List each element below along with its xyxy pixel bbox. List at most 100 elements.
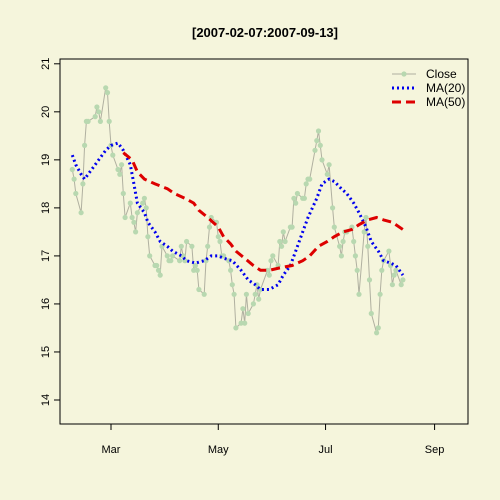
close-point — [368, 310, 374, 317]
close-point — [201, 291, 207, 297]
close-point — [164, 253, 170, 259]
close-point — [129, 214, 135, 221]
close-point — [177, 258, 183, 264]
close-point — [291, 195, 297, 201]
close-point — [366, 277, 373, 283]
close-point — [280, 229, 286, 235]
close-point — [337, 243, 343, 249]
close-point — [206, 224, 213, 230]
close-point — [294, 190, 300, 197]
close-point — [71, 176, 77, 182]
close-point — [338, 253, 344, 259]
close-point — [131, 219, 137, 225]
close-point — [361, 229, 367, 235]
legend-label: MA(50) — [426, 95, 465, 109]
y-tick-label: 16 — [40, 298, 52, 310]
close-point — [178, 243, 184, 249]
series-ma50-line — [122, 151, 404, 272]
close-point — [398, 282, 404, 288]
close-point — [314, 138, 320, 144]
close-point — [120, 190, 126, 197]
close-point — [106, 118, 112, 124]
close-point — [103, 85, 109, 91]
close-point — [326, 162, 332, 168]
close-point — [110, 152, 116, 158]
close-point — [155, 267, 162, 273]
close-point — [115, 166, 121, 173]
close-point — [194, 267, 200, 273]
close-point — [215, 234, 221, 240]
y-tick-label: 17 — [40, 250, 52, 262]
close-point — [268, 258, 274, 264]
close-point — [229, 282, 235, 288]
close-point — [331, 224, 337, 230]
x-tick-label: May — [208, 444, 229, 456]
close-point — [293, 200, 299, 206]
close-point — [317, 142, 323, 148]
y-tick-label: 20 — [40, 106, 52, 118]
close-point — [157, 272, 163, 278]
plot-frame — [59, 58, 469, 425]
close-point — [69, 166, 75, 173]
close-point — [365, 243, 371, 249]
y-tick-label: 18 — [40, 202, 52, 214]
close-point — [363, 214, 369, 221]
close-point — [168, 258, 174, 264]
close-point — [184, 238, 190, 245]
close-point — [94, 104, 100, 110]
close-point — [143, 205, 149, 211]
close-point — [400, 277, 406, 283]
axes: Mar May Jul Sep 14 15 16 17 18 19 20 21 — [40, 58, 444, 456]
close-point — [104, 90, 111, 96]
close-point — [245, 310, 251, 317]
close-point — [73, 190, 79, 197]
close-point — [377, 291, 383, 297]
series-close-line — [71, 85, 404, 335]
close-point — [256, 296, 262, 302]
y-tick-label: 19 — [40, 154, 52, 166]
legend-label: Close — [426, 67, 457, 81]
close-point — [119, 162, 125, 168]
close-point — [319, 157, 325, 163]
close-point — [170, 253, 176, 259]
close-point — [279, 243, 285, 249]
x-tick-label: Jul — [319, 444, 333, 456]
chart-title: [2007-02-07:2007-09-13] — [192, 25, 338, 40]
legend-point-close — [401, 71, 407, 77]
close-point — [252, 291, 258, 297]
close-point — [303, 181, 309, 187]
close-point — [238, 320, 244, 326]
close-point — [391, 272, 397, 278]
close-point — [141, 195, 147, 201]
close-point — [277, 238, 283, 245]
close-point — [82, 142, 88, 148]
close-point — [154, 262, 160, 269]
close-point — [315, 128, 322, 134]
close-point — [389, 282, 395, 288]
close-point — [205, 243, 211, 249]
close-point — [92, 114, 98, 120]
close-point — [85, 118, 91, 124]
close-point — [386, 248, 392, 254]
series-ma20-line — [70, 141, 405, 291]
close-point — [307, 176, 313, 182]
close-point — [221, 253, 227, 259]
close-point — [356, 291, 362, 297]
x-tick-label: Mar — [102, 444, 121, 456]
close-point — [270, 253, 276, 259]
close-point — [282, 238, 288, 245]
close-point — [80, 181, 86, 187]
close-point — [250, 301, 256, 307]
close-point — [301, 195, 307, 201]
close-point — [192, 262, 198, 269]
close-point — [228, 267, 234, 273]
close-point — [243, 291, 249, 297]
close-point — [217, 238, 223, 245]
series-layer — [69, 85, 406, 336]
close-point — [312, 147, 318, 153]
close-point — [134, 210, 140, 216]
x-tick-label: Sep — [425, 444, 445, 456]
close-point — [352, 253, 358, 259]
close-point — [375, 325, 381, 331]
